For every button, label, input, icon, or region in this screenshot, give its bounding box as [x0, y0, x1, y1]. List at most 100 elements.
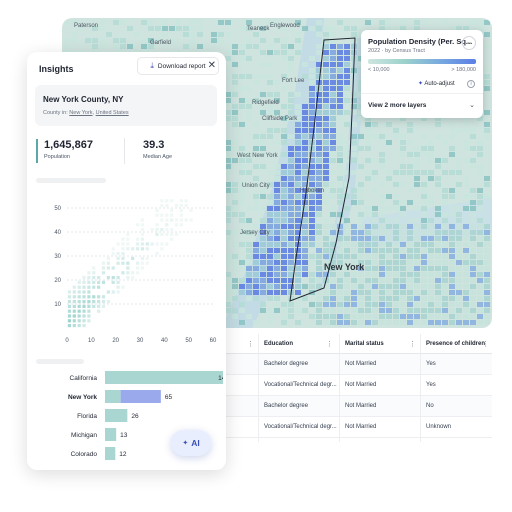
auto-adjust-button[interactable]: ✦ Auto-adjust: [418, 80, 455, 87]
census-tract: [281, 272, 287, 277]
census-tract: [274, 140, 280, 145]
census-tract: [414, 260, 420, 265]
heatmap-cell: [160, 213, 164, 217]
census-tract: [400, 224, 406, 229]
heatmap-cell: [174, 218, 179, 222]
census-tract: [407, 320, 413, 325]
ai-assistant-button[interactable]: ✦ AI: [171, 430, 211, 456]
heatmap-cell: [97, 300, 101, 304]
download-report-button[interactable]: ⤓ Download report: [137, 57, 219, 75]
census-tract: [470, 314, 476, 319]
heatmap-cell: [111, 252, 115, 256]
census-tract: [421, 194, 427, 199]
census-tract: [295, 116, 301, 121]
census-tract: [358, 248, 364, 253]
census-tract: [302, 296, 308, 301]
heatmap-cell: [92, 300, 96, 304]
state-link[interactable]: New York: [69, 110, 93, 116]
census-tract: [267, 260, 273, 265]
census-tract: [288, 254, 294, 259]
view-more-layers-button[interactable]: View 2 more layers: [368, 102, 427, 109]
census-tract: [141, 38, 147, 43]
column-menu-icon[interactable]: ⋮: [409, 341, 416, 348]
census-tract: [316, 248, 322, 253]
census-tract: [456, 302, 462, 307]
table-row[interactable]: Vocational/Technical degr... Not Married U…: [222, 417, 492, 438]
census-tract: [344, 254, 350, 259]
census-tract: [421, 278, 427, 283]
census-tract: [449, 266, 455, 271]
info-icon[interactable]: i: [467, 80, 475, 88]
census-tract: [267, 266, 273, 271]
census-tract: [190, 32, 196, 37]
table-row[interactable]: Bachelor degree Not Married Yes: [222, 354, 492, 375]
census-tract: [470, 218, 476, 223]
census-tract: [449, 146, 455, 151]
census-tract: [379, 260, 385, 265]
table-row[interactable]: Bachelor degree Not Married No: [222, 396, 492, 417]
chevron-down-icon[interactable]: ⌄: [469, 102, 475, 109]
census-tract: [337, 194, 343, 199]
column-header-marital-status[interactable]: Marital status: [345, 340, 384, 347]
census-tract: [407, 218, 413, 223]
census-tract: [239, 212, 245, 217]
census-tract: [400, 182, 406, 187]
census-tract: [309, 230, 315, 235]
census-tract: [477, 188, 483, 193]
census-tract: [232, 284, 238, 289]
census-tract: [435, 224, 441, 229]
census-tract: [288, 56, 294, 61]
census-tract: [435, 230, 441, 235]
census-tract: [246, 56, 252, 61]
column-menu-icon[interactable]: ⋮: [247, 341, 254, 348]
census-tract: [323, 242, 329, 247]
heatmap-cell: [97, 295, 101, 299]
column-header-education[interactable]: Education: [264, 340, 294, 347]
census-tract: [344, 98, 350, 103]
heatmap-cell: [121, 271, 125, 275]
table-row[interactable]: Vocational/Technical degr... Not Married Y…: [222, 375, 492, 396]
census-tract: [316, 200, 322, 205]
close-icon[interactable]: ✕: [207, 60, 216, 71]
census-tract: [400, 290, 406, 295]
census-tract: [351, 92, 357, 97]
census-tract: [421, 242, 427, 247]
column-header-presence-of-children[interactable]: Presence of children: [426, 340, 486, 347]
census-tract: [232, 278, 238, 283]
census-tract: [386, 320, 392, 325]
census-tract: [372, 134, 378, 139]
census-tract: [309, 194, 315, 199]
median-age-value: 39.3: [143, 139, 165, 151]
heatmap-cell: [145, 261, 149, 265]
heatmap-cell: [67, 304, 72, 308]
census-tract: [309, 68, 315, 73]
column-menu-icon[interactable]: ⋮: [326, 341, 333, 348]
census-tract: [393, 134, 399, 139]
census-tract: [477, 266, 483, 271]
chevron-down-icon[interactable]: ⌄: [462, 36, 476, 50]
census-tract: [330, 314, 336, 319]
heatmap-cell: [82, 290, 86, 294]
census-tract: [358, 212, 364, 217]
census-tract: [358, 320, 364, 325]
census-tract: [414, 176, 420, 181]
census-tract: [253, 206, 259, 211]
census-tract: [351, 284, 357, 289]
census-tract: [330, 320, 336, 325]
census-tract: [456, 182, 462, 187]
census-tract: [288, 212, 294, 217]
census-tract: [239, 278, 245, 283]
census-tract: [379, 272, 385, 277]
census-tract: [344, 50, 350, 55]
census-tract: [372, 260, 378, 265]
census-tract: [477, 140, 483, 145]
census-tract: [302, 218, 308, 223]
census-tract: [351, 104, 357, 109]
census-tract: [309, 278, 315, 283]
bar: [105, 390, 121, 403]
country-link[interactable]: United States: [95, 110, 129, 116]
heatmap-cell: [77, 280, 81, 284]
census-tract: [323, 218, 329, 223]
layer-title: Population Density (Per. Sq...: [368, 37, 473, 46]
column-menu-icon[interactable]: ⋮: [482, 341, 489, 348]
